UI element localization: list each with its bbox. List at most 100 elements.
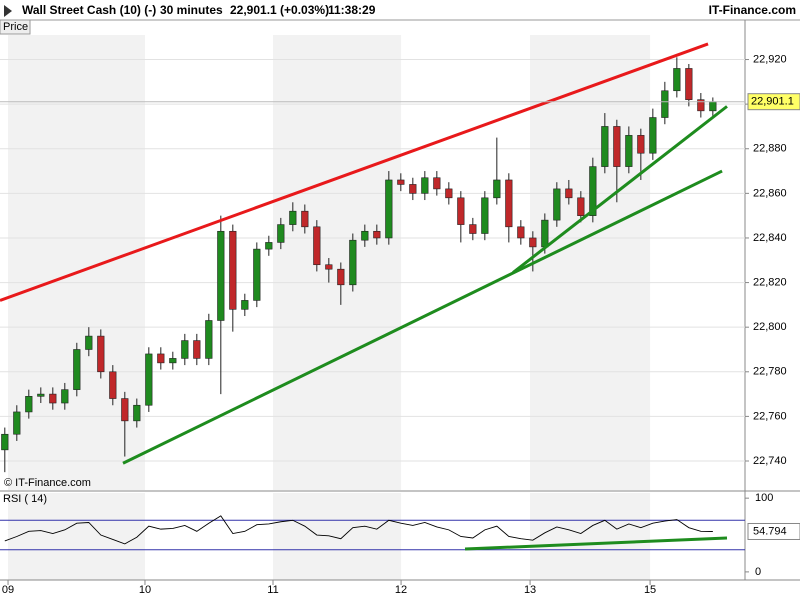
- candle-body: [397, 179, 405, 185]
- y-tick-label: 22,780: [753, 366, 787, 378]
- candle-body: [217, 230, 225, 321]
- y-tick-label: 22,840: [753, 232, 787, 244]
- y-tick-label: 0: [755, 566, 761, 578]
- candle-body: [181, 340, 189, 359]
- candle-body: [337, 268, 345, 286]
- candle-body: [697, 99, 705, 112]
- candle-body: [541, 219, 549, 248]
- last-price-label: 22,901.1: [751, 96, 794, 108]
- candle-body: [481, 197, 489, 234]
- candle-body: [709, 101, 717, 112]
- panel-label-box: [0, 19, 31, 35]
- quote: 22,901.1 (+0.03%): [230, 3, 329, 17]
- last-price-box: [747, 93, 800, 111]
- candle-body: [601, 126, 609, 167]
- trendline: [464, 536, 728, 551]
- x-tick-label: 15: [644, 584, 656, 596]
- candle-body: [205, 320, 213, 359]
- candle-body: [625, 135, 633, 167]
- candle-body: [445, 188, 453, 199]
- trendline: [122, 169, 723, 465]
- candle-body: [241, 300, 249, 310]
- candle-body: [145, 353, 153, 406]
- candle-body: [313, 226, 321, 266]
- candle-body: [289, 210, 297, 225]
- candle-body: [301, 210, 309, 228]
- brand: IT-Finance.com: [709, 3, 796, 17]
- y-tick-label: 22,920: [753, 53, 787, 65]
- y-tick-label: 22,820: [753, 276, 787, 288]
- candle-body: [493, 179, 501, 199]
- candle-body: [373, 230, 381, 239]
- time: 11:38:29: [328, 3, 376, 17]
- session-band: [273, 493, 402, 580]
- y-tick-label: 22,880: [753, 143, 787, 155]
- candle-body: [565, 188, 573, 199]
- session-band: [530, 493, 651, 580]
- candle-body: [265, 242, 273, 250]
- candle-body: [193, 340, 201, 359]
- candle-body: [25, 396, 33, 413]
- candle-body: [685, 68, 693, 100]
- watermark: © IT-Finance.com: [4, 477, 91, 489]
- x-tick-label: 12: [395, 584, 407, 596]
- candle-body: [421, 177, 429, 194]
- timeframe: 30 minutes: [160, 3, 223, 17]
- candle-body: [253, 248, 261, 301]
- candle-body: [349, 239, 357, 286]
- candle-body: [469, 224, 477, 234]
- candle-body: [133, 404, 141, 422]
- session-band: [8, 493, 145, 580]
- candle-body: [1, 433, 9, 451]
- candle-body: [61, 389, 69, 404]
- candle-body: [229, 230, 237, 310]
- x-tick-label: 11: [267, 584, 278, 596]
- session-band: [273, 35, 402, 490]
- candle-body: [661, 90, 669, 118]
- rsi-line: [4, 515, 713, 545]
- panel-title: Price: [3, 21, 28, 33]
- y-tick-label: 22,860: [753, 187, 787, 199]
- candle-body: [109, 371, 117, 399]
- x-tick-label: 10: [139, 584, 151, 596]
- candle-body: [577, 197, 585, 216]
- candle-body: [157, 353, 165, 364]
- candle-body: [85, 335, 93, 350]
- candle-body: [457, 197, 465, 225]
- candle-body: [385, 179, 393, 239]
- candle-body: [73, 349, 81, 390]
- trendline: [512, 105, 728, 274]
- x-tick-label: 13: [524, 584, 536, 596]
- candle-body: [649, 117, 657, 154]
- candle-body: [505, 179, 513, 228]
- candle-body: [589, 166, 597, 216]
- trendline: [0, 42, 709, 302]
- candle-body: [613, 126, 621, 167]
- candle-body: [49, 393, 57, 404]
- menu-arrow[interactable]: [4, 5, 12, 17]
- candle-body: [517, 226, 525, 239]
- last-rsi-box: [747, 522, 800, 540]
- candle-body: [553, 188, 561, 221]
- candle-body: [361, 230, 369, 241]
- candle-body: [325, 264, 333, 270]
- last-rsi-label: 54.794: [753, 525, 787, 537]
- x-tick-label: 09: [2, 584, 14, 596]
- y-tick-label: 22,740: [753, 455, 787, 467]
- candle-body: [37, 393, 45, 397]
- y-tick-label: 100: [755, 492, 773, 504]
- instrument: Wall Street Cash (10) (-): [22, 3, 156, 17]
- candle-body: [277, 224, 285, 243]
- candle-body: [637, 135, 645, 154]
- candle-body: [409, 184, 417, 194]
- y-tick-label: 22,760: [753, 410, 787, 422]
- y-tick-label: 22,800: [753, 321, 787, 333]
- candle-body: [169, 358, 177, 364]
- candle-body: [673, 68, 681, 92]
- session-band: [530, 35, 651, 490]
- rsi-title: RSI ( 14): [3, 493, 47, 505]
- candle-body: [97, 335, 105, 373]
- candle-body: [13, 411, 21, 435]
- candle-body: [433, 177, 441, 190]
